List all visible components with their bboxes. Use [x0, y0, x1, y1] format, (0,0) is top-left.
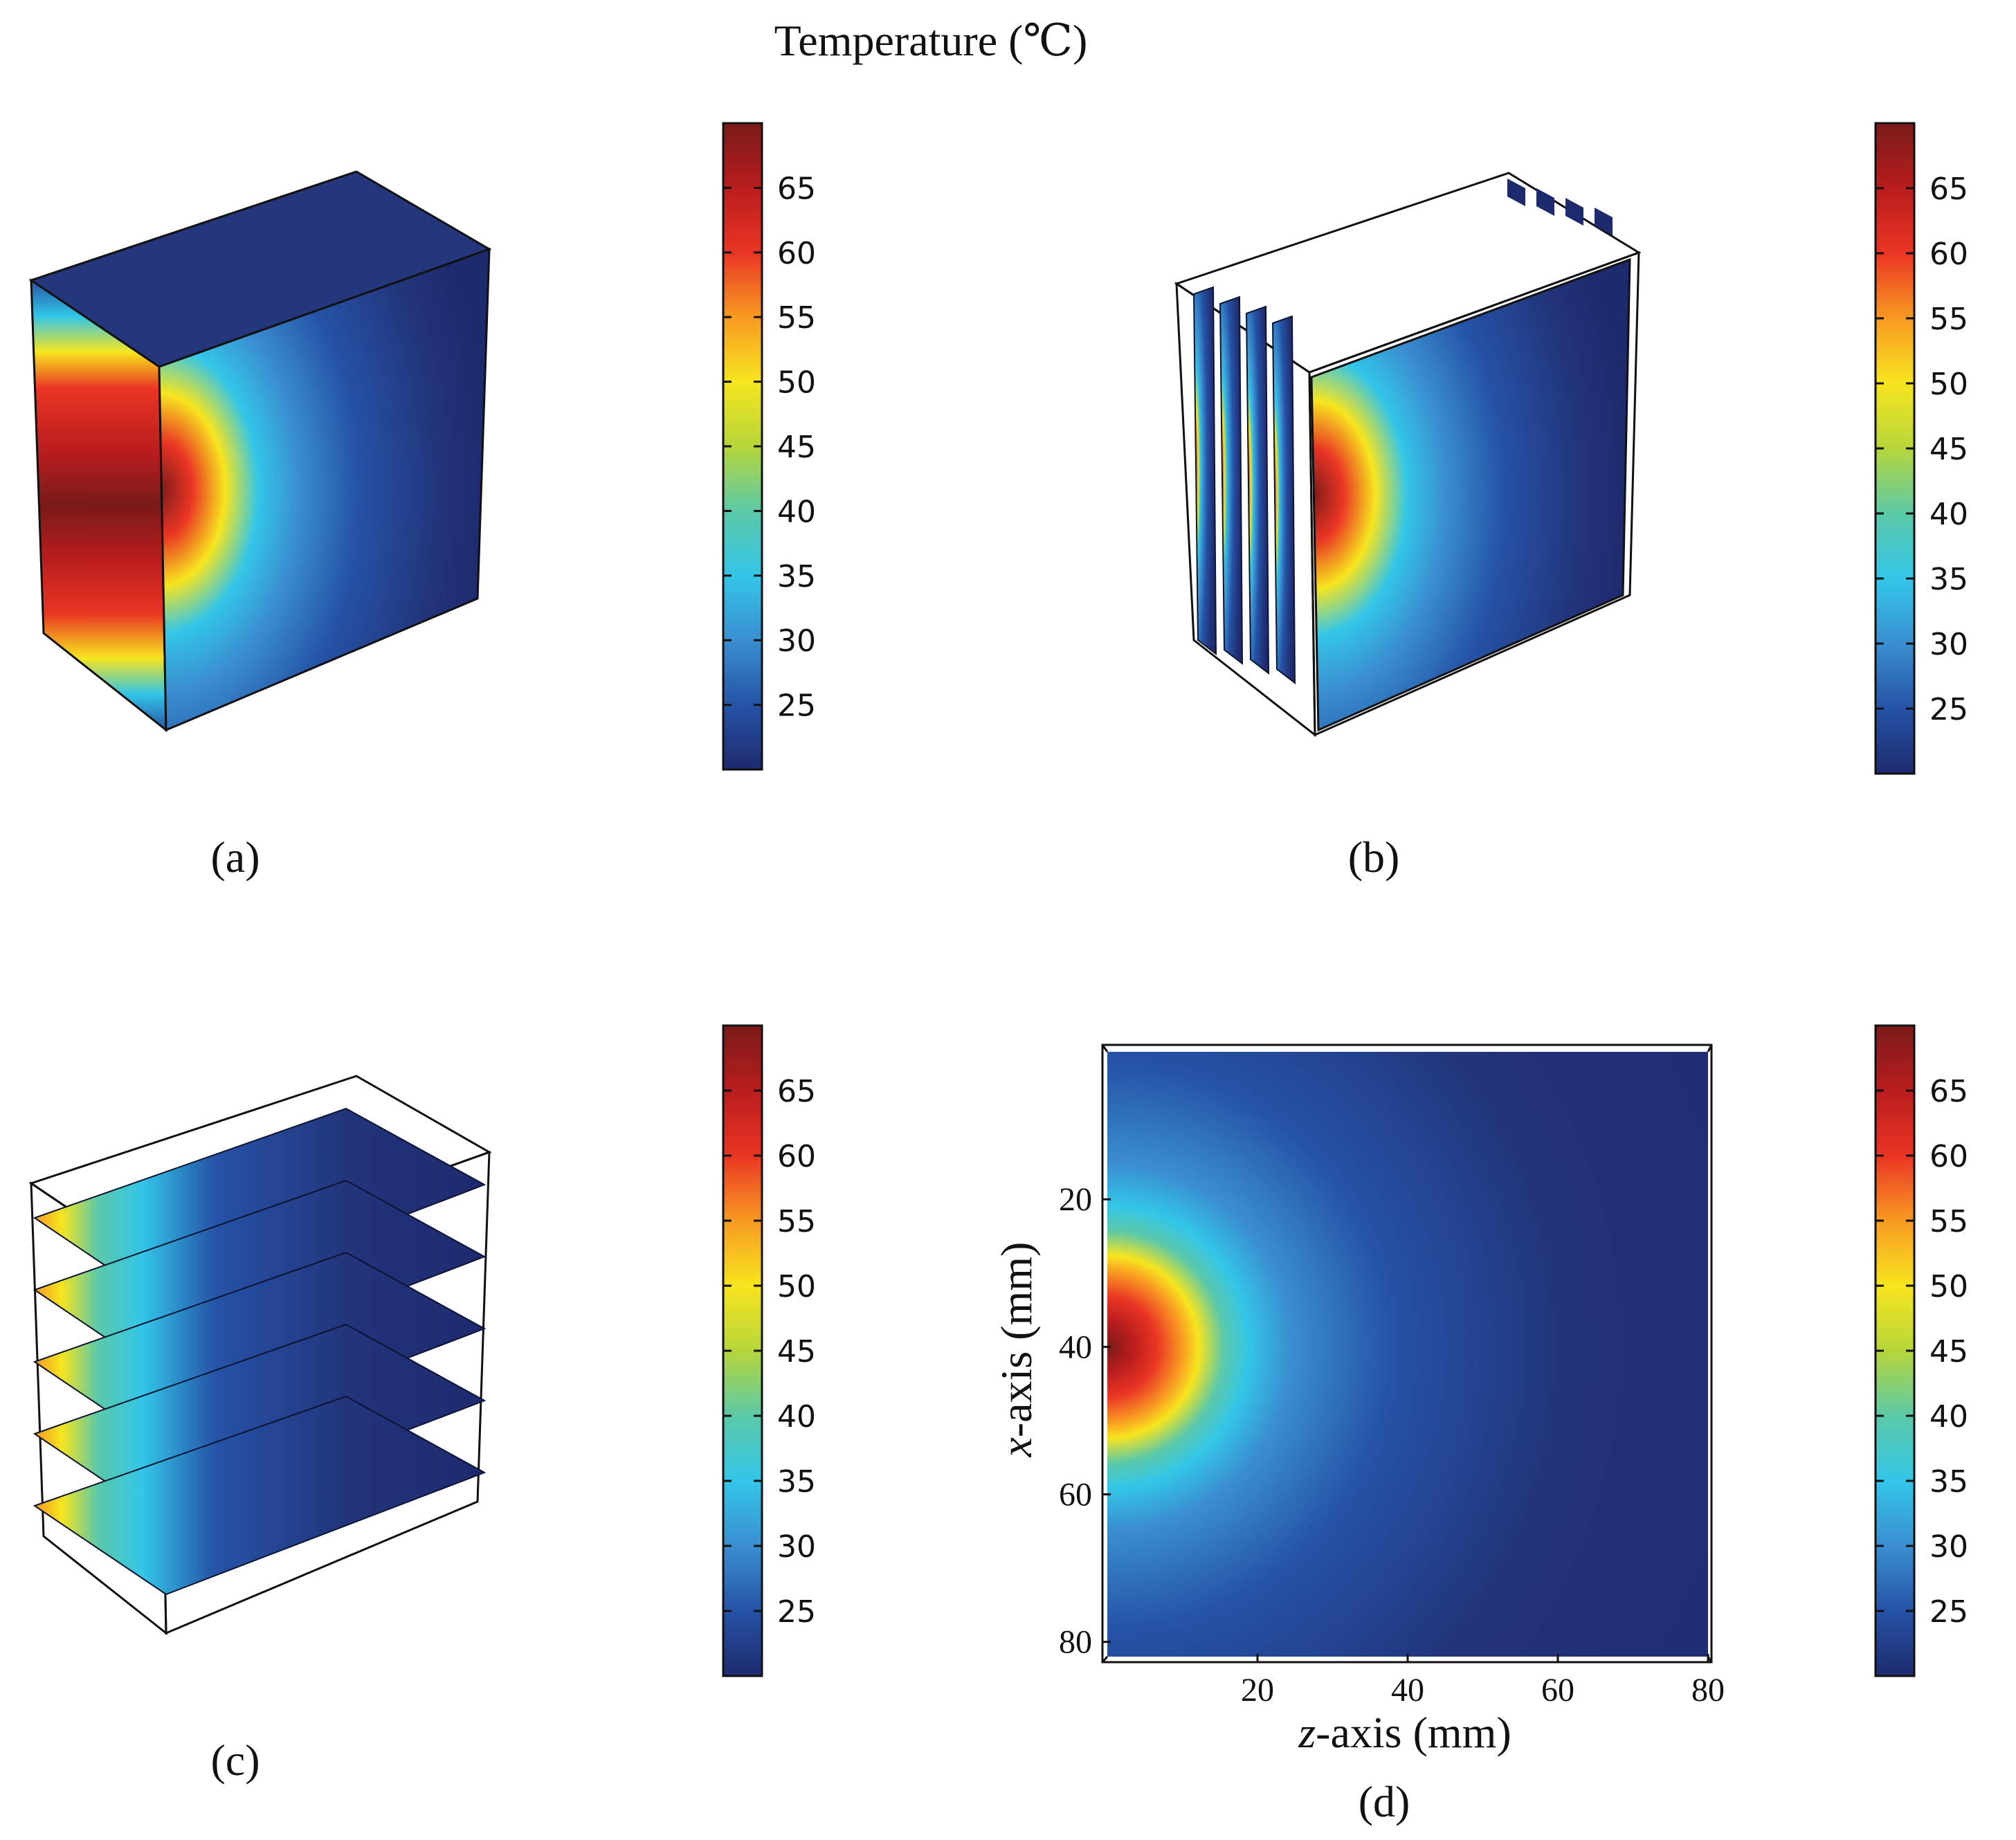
- frame-bevel-bl: [1101, 1656, 1109, 1663]
- colorbar-tick-label: 65: [1929, 1074, 1968, 1109]
- colorbar-c: 25 30 35 40 45 50 55 60 65: [722, 1024, 816, 1677]
- slice-strip-tab: [1595, 208, 1613, 235]
- axes: 20 40 60 80 20 40 60 80: [1059, 1181, 1725, 1709]
- block-front-face: [158, 247, 491, 732]
- colorbar-d: 25 30 35 40 45 50 55 60 65: [1874, 1024, 1968, 1677]
- colorbar-tick-label: 35: [1929, 562, 1968, 597]
- x-tick-label: 60: [1541, 1672, 1574, 1709]
- colorbar-tick-label: 40: [1929, 1399, 1968, 1434]
- slice-strips: [1192, 179, 1613, 685]
- slice-strip: [1192, 286, 1217, 656]
- slice-strip: [1245, 305, 1270, 675]
- colorbar-tick-label: 45: [777, 430, 816, 465]
- colorbar-tick-label: 55: [1929, 302, 1968, 337]
- colorbar-tick-label: 65: [1929, 172, 1968, 207]
- colorbar-tick-label: 60: [1929, 1139, 1968, 1174]
- colorbar-tick-label: 55: [777, 1204, 816, 1239]
- slice-strip-tab: [1565, 198, 1583, 226]
- colorbar-tick-label: 25: [777, 1594, 816, 1630]
- frame-bevel-tl: [1101, 1044, 1109, 1053]
- panel-label-d: (d): [1359, 1777, 1410, 1826]
- colorbars: 25 30 35 40 45 50 55 60 65 25 30 35 40 45 50 55 60 65 25 30…: [722, 122, 1968, 1677]
- slice-strip: [1219, 295, 1244, 666]
- y-axis-label: x-axis (mm): [992, 1242, 1041, 1458]
- colorbar-tick-label: 50: [777, 1269, 816, 1304]
- slice-strip-tab: [1536, 188, 1554, 216]
- colorbar-tick-label: 55: [1929, 1204, 1968, 1239]
- horizontal-slice: [33, 1395, 487, 1596]
- colorbar-tick-label: 40: [1929, 497, 1968, 532]
- y-tick-label: 60: [1059, 1477, 1092, 1513]
- panel-c: [28, 1075, 492, 1636]
- colorbar-tick-label: 60: [1929, 237, 1968, 272]
- colorbar-tick-label: 60: [777, 1139, 816, 1174]
- x-axis-label-rest: -axis (mm): [1316, 1708, 1511, 1757]
- colorbar-tick-label: 45: [1929, 1334, 1968, 1369]
- frame-bevel-tr: [1707, 1044, 1713, 1053]
- colorbar-b: 25 30 35 40 45 50 55 60 65: [1874, 122, 1968, 775]
- colorbar-tick-label: 40: [777, 1399, 816, 1434]
- colorbar-tick-label: 60: [777, 236, 816, 271]
- slice-strip-tab: [1507, 179, 1525, 206]
- figure-title: Temperature (℃): [774, 16, 1088, 65]
- slice-strip: [1271, 315, 1296, 685]
- panel-label-c: (c): [210, 1736, 260, 1785]
- y-axis-label-var: x: [992, 1437, 1041, 1457]
- colorbar-a: 25 30 35 40 45 50 55 60 65: [722, 122, 816, 771]
- colorbar-tick-label: 50: [777, 365, 816, 401]
- x-axis-label: z-axis (mm): [1298, 1708, 1511, 1757]
- x-tick-label: 20: [1241, 1672, 1274, 1709]
- x-tick-label: 40: [1391, 1672, 1424, 1709]
- colorbar-tick-label: 40: [777, 494, 816, 529]
- y-axis-label-rest: -axis (mm): [992, 1242, 1041, 1438]
- x-tick-label: 80: [1691, 1672, 1725, 1709]
- colorbar-tick-label: 30: [1929, 627, 1968, 662]
- colorbar-tick-label: 55: [777, 300, 816, 336]
- colorbar-tick-label: 50: [1929, 1269, 1968, 1304]
- panel-label-a: (a): [210, 832, 260, 882]
- colorbar-tick-label: 45: [777, 1334, 816, 1369]
- colorbar-tick-label: 30: [777, 1529, 816, 1565]
- panel-label-b: (b): [1348, 832, 1400, 882]
- slice-front-plane: [1310, 257, 1631, 732]
- panel-b: [1174, 172, 1642, 738]
- colorbar-tick-label: 45: [1929, 432, 1968, 467]
- colorbar-tick-label: 25: [777, 689, 816, 724]
- panel-a: [28, 170, 492, 733]
- colorbar-tick-label: 35: [777, 1464, 816, 1500]
- y-tick-label: 20: [1059, 1181, 1092, 1218]
- colorbar-tick-label: 25: [1929, 692, 1968, 727]
- colorbar-tick-label: 65: [777, 171, 816, 206]
- colorbar-tick-label: 30: [1929, 1529, 1968, 1565]
- colorbar-tick-label: 25: [1929, 1594, 1968, 1630]
- colorbar-tick-label: 65: [777, 1074, 816, 1109]
- x-axis-label-var: z: [1298, 1708, 1316, 1757]
- colorbar-tick-label: 35: [1929, 1464, 1968, 1500]
- horizontal-slices: [33, 1107, 487, 1596]
- slice-box-front: [1308, 251, 1640, 737]
- y-tick-label: 40: [1059, 1329, 1092, 1365]
- heatmap-area: [1107, 1052, 1708, 1657]
- y-tick-label: 80: [1059, 1624, 1092, 1661]
- colorbar-tick-label: 35: [777, 559, 816, 594]
- colorbar-tick-label: 30: [777, 623, 816, 659]
- colorbar-tick-label: 50: [1929, 367, 1968, 402]
